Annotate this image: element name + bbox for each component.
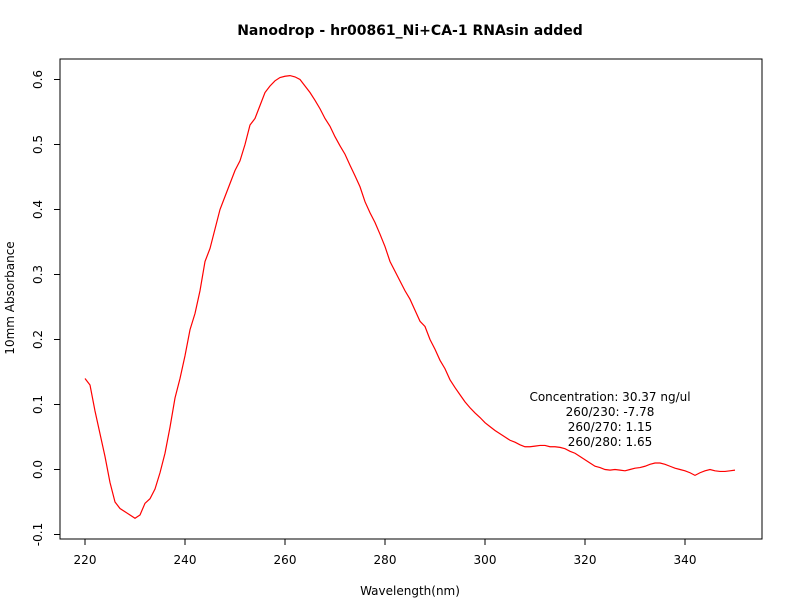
y-tick-label: -0.1 [31, 523, 45, 546]
x-axis-label: Wavelength(nm) [360, 584, 460, 598]
annotation-line: 260/230: -7.78 [566, 405, 655, 419]
y-tick-label: 0.5 [31, 135, 45, 154]
x-axis: 220 240 260 280 300 320 340 [74, 539, 697, 567]
x-tick-label: 340 [674, 553, 697, 567]
x-tick-label: 320 [574, 553, 597, 567]
annotation-line: 260/280: 1.65 [568, 435, 652, 449]
annotation-line: Concentration: 30.37 ng/ul [529, 390, 690, 404]
y-axis-label: 10mm Absorbance [3, 241, 17, 354]
x-tick-label: 220 [74, 553, 97, 567]
y-tick-label: 0.2 [31, 330, 45, 349]
y-axis: -0.1 0.0 0.1 0.2 0.3 0.4 0.5 0.6 [31, 70, 60, 546]
x-tick-label: 240 [174, 553, 197, 567]
chart-title: Nanodrop - hr00861_Ni+CA-1 RNAsin added [237, 23, 583, 39]
plot-frame [59, 58, 763, 540]
x-tick-label: 260 [274, 553, 297, 567]
y-tick-label: 0.6 [31, 70, 45, 89]
x-tick-label: 280 [374, 553, 397, 567]
annotation-line: 260/270: 1.15 [568, 420, 652, 434]
y-tick-label: 0.4 [31, 200, 45, 219]
y-tick-label: 0.3 [31, 265, 45, 284]
x-tick-label: 300 [474, 553, 497, 567]
y-tick-label: 0.0 [31, 460, 45, 479]
absorbance-series-line [84, 74, 736, 519]
y-tick-label: 0.1 [31, 395, 45, 414]
